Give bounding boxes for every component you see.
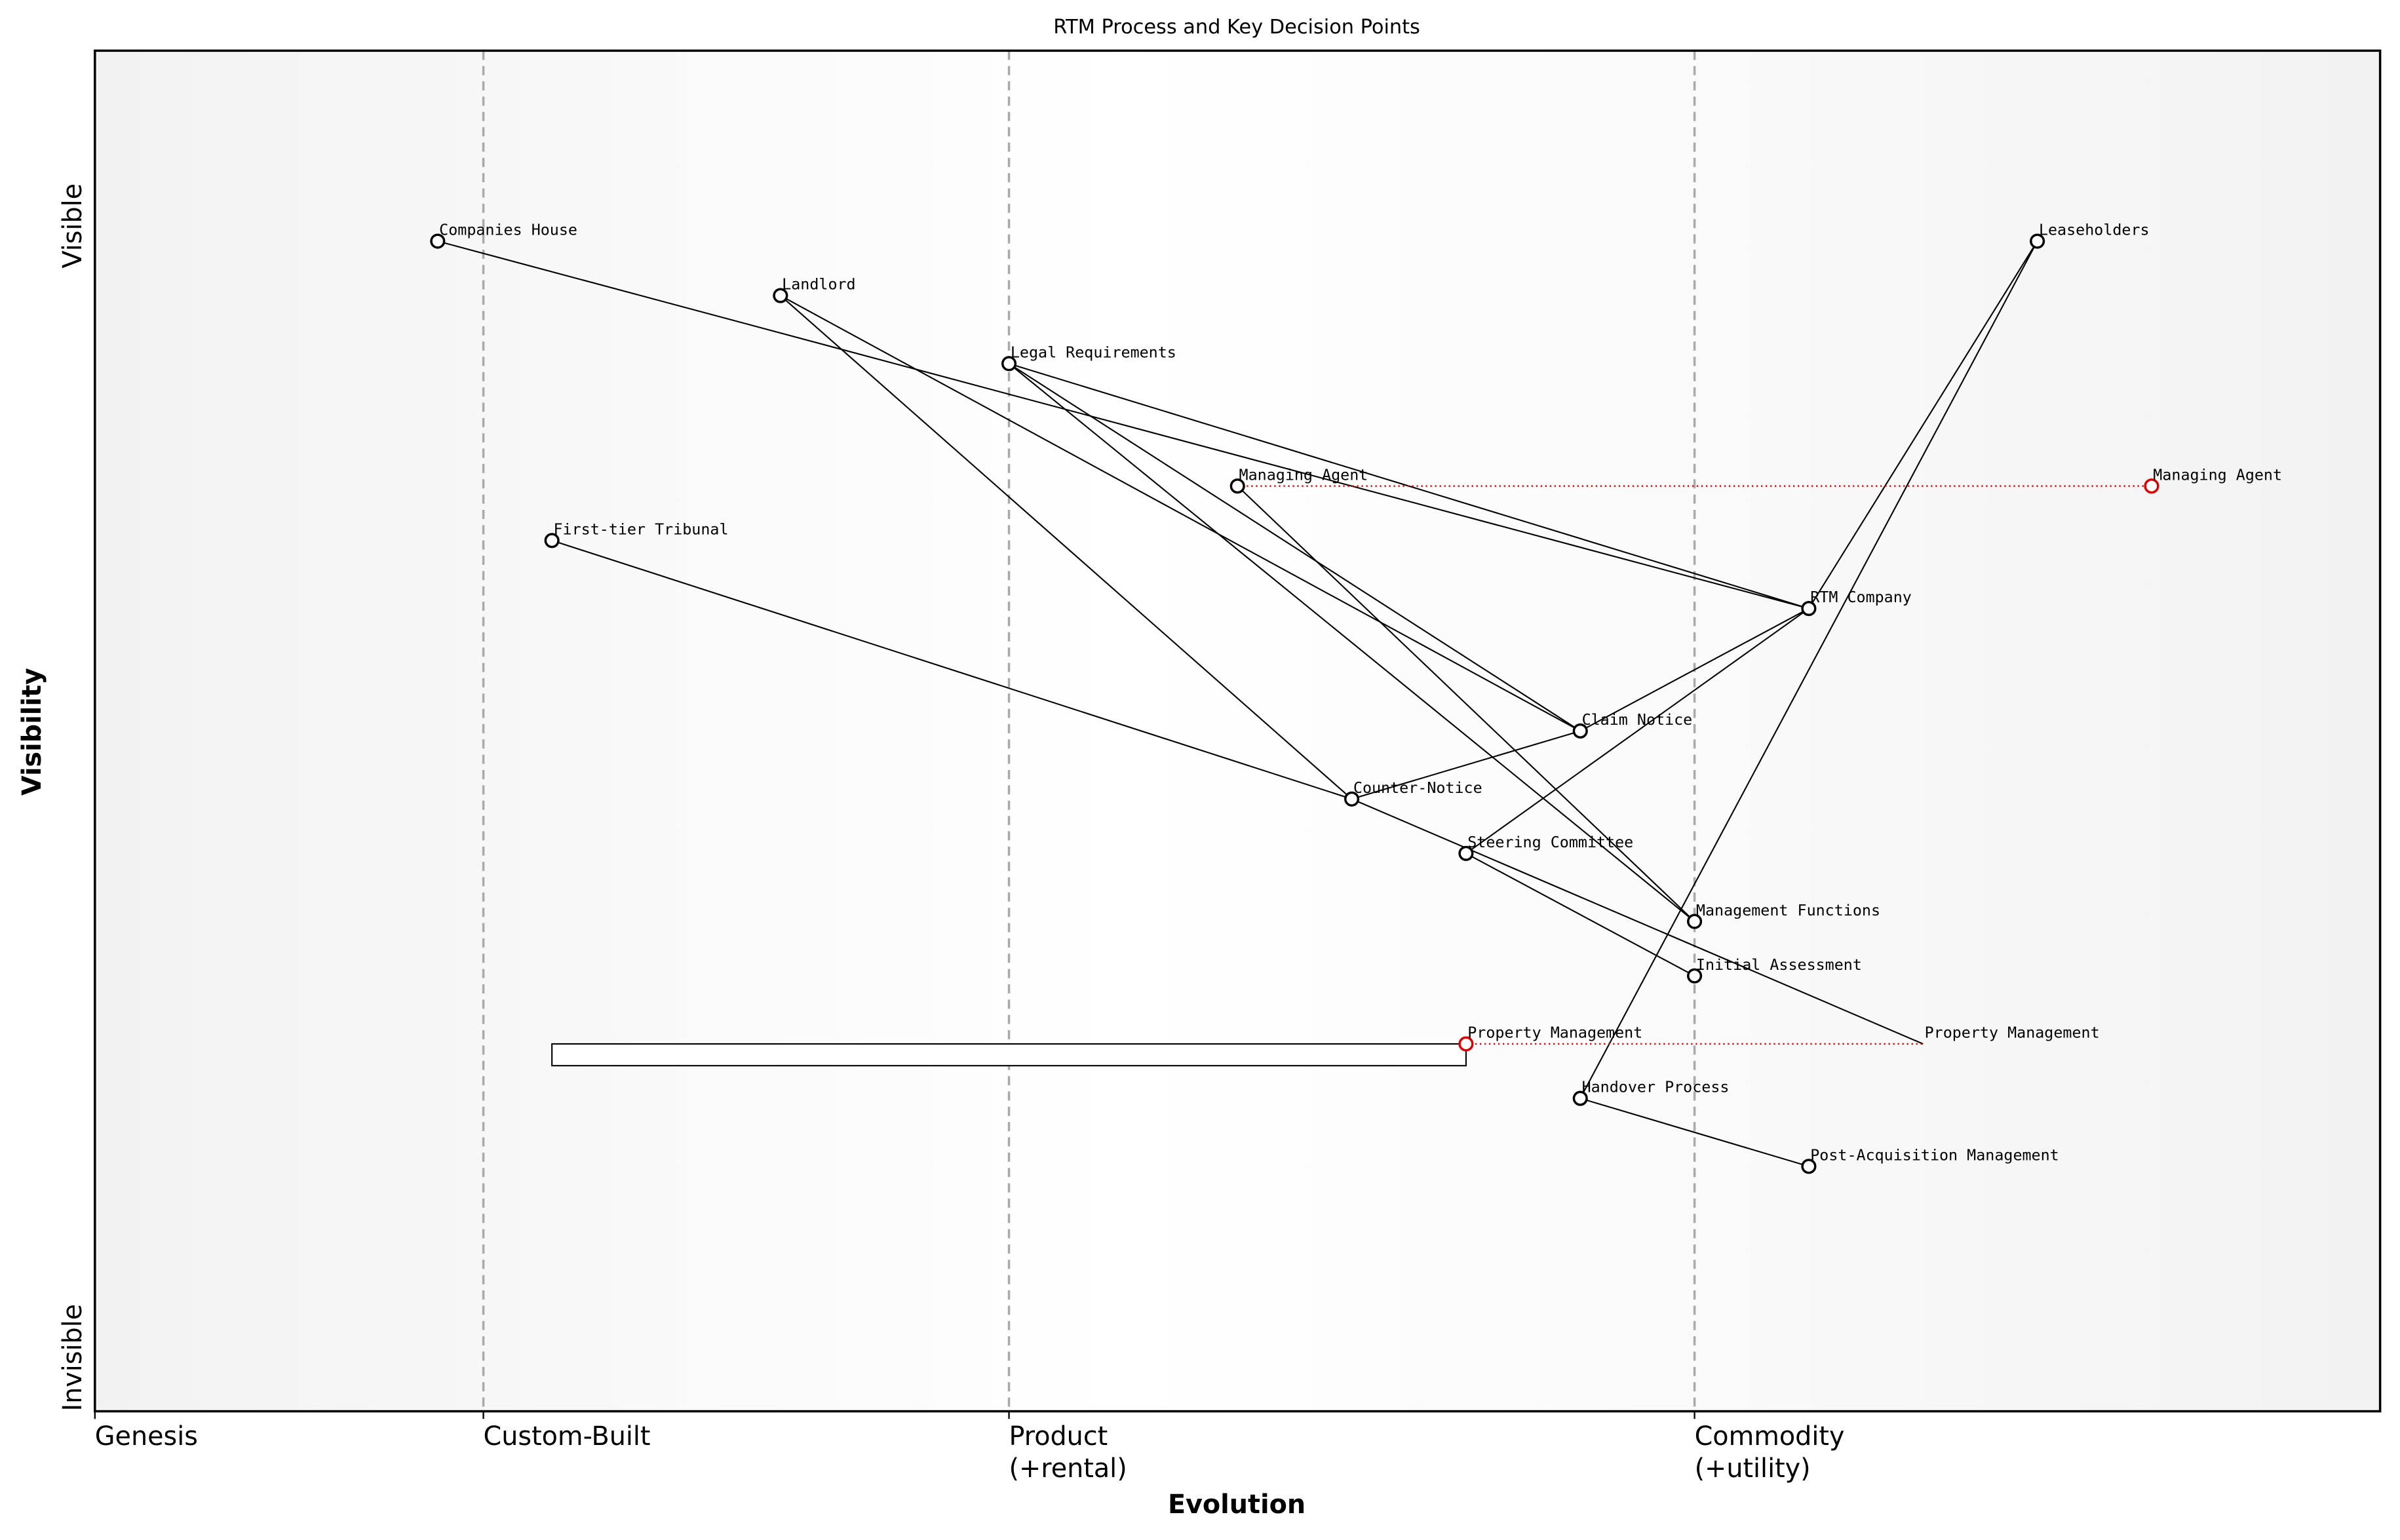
link [1351,730,1581,800]
component-label: Counter-Notice [1353,779,1482,797]
link [1808,241,2038,609]
component [1572,723,1588,739]
component [1687,968,1703,984]
evolved-link [1351,798,1924,1045]
x-tick-label: Commodity (+utility) [1695,1421,1845,1484]
x-axis-title: Evolution [1168,1490,1306,1520]
plot-background [94,50,2380,1412]
link [1008,362,1581,732]
x-tick-label-line: Genesis [95,1421,198,1452]
y-tick-label: Visible [58,183,88,269]
component-label: Property Management [1467,1024,1642,1042]
y-tick-label: Invisible [58,1304,88,1412]
component [1458,1036,1474,1052]
x-tick-label-line: Product [1009,1421,1108,1452]
link [1465,607,1810,855]
component [1001,356,1017,372]
chart-title: RTM Process and Key Decision Points [1053,16,1420,39]
x-tick-label: Genesis [95,1421,198,1452]
plot-frame [94,49,2382,1413]
link [1579,241,2038,1099]
component-label: Initial Assessment [1696,955,1862,974]
link [1008,363,1695,922]
component [773,288,788,303]
x-tick-label-line: Commodity [1695,1421,1845,1452]
component-label: Landlord [782,275,855,294]
component-label: Handover Process [1582,1078,1730,1096]
pipeline [551,1043,1467,1067]
component-label: Legal Requirements [1011,343,1176,362]
x-tick-label: Product (+rental) [1009,1421,1127,1484]
x-tick-label-line: (+rental) [1009,1453,1127,1484]
link [780,295,1353,800]
x-tick-label: Custom-Built [484,1421,651,1452]
link [1579,607,1810,732]
component [544,533,560,549]
component-label: RTM Company [1810,588,1912,606]
link [437,240,1810,609]
component [430,233,446,249]
link [1237,485,1695,922]
component-label: First-tier Tribunal [554,520,729,538]
component-label: Companies House [439,221,577,239]
component [1572,1090,1588,1106]
component [1801,601,1817,617]
component-label: Claim Notice [1582,710,1693,729]
component-label: Managing Agent [1239,465,1368,484]
component [1687,914,1703,929]
component-label: Post-Acquisition Management [1810,1145,2059,1164]
component [2030,233,2045,249]
evolved-component [2144,478,2159,494]
link [1579,1098,1810,1167]
evolved-label: Property Management [1925,1024,2100,1042]
component [1344,791,1360,807]
evolved-label: Managing Agent [2153,465,2282,484]
y-axis-title: Visibility [17,668,47,796]
component-label: Management Functions [1696,901,1880,919]
x-tick-label-line: Custom-Built [484,1421,651,1452]
x-tick-label-line: (+utility) [1695,1453,1811,1484]
component-label: Leaseholders [2039,221,2150,239]
component [1458,845,1474,861]
link [780,295,1581,732]
component [1229,478,1245,494]
link [551,539,1352,800]
component [1801,1159,1817,1174]
component-label: Steering Committee [1467,833,1633,851]
